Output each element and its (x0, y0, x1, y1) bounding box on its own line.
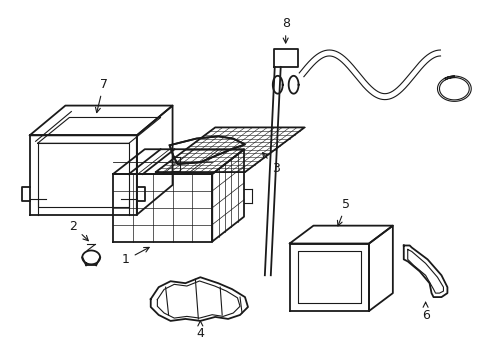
Text: 5: 5 (337, 198, 350, 226)
Text: 8: 8 (281, 17, 289, 43)
Text: 2: 2 (69, 220, 88, 241)
Polygon shape (169, 136, 244, 164)
Text: 6: 6 (421, 302, 428, 322)
Text: 4: 4 (196, 321, 204, 340)
Text: 3: 3 (262, 153, 279, 175)
Text: 7: 7 (95, 78, 107, 113)
Text: 1: 1 (122, 247, 149, 266)
